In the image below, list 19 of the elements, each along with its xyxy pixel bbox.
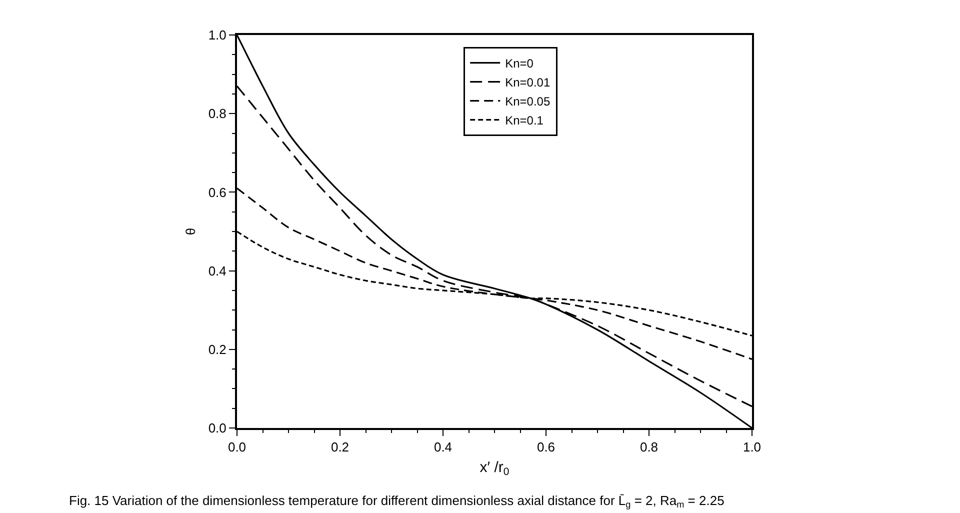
y-tick-label: 0.2 [208,342,226,357]
y-axis-title: θ [182,228,198,236]
x-tick-label: 0.4 [434,440,452,455]
legend-label: Kn=0.01 [505,75,550,90]
legend-label: Kn=0.05 [505,94,550,108]
x-tick-label: 0.0 [228,440,246,455]
y-tick-label: 0.6 [208,184,226,200]
y-tick-label: 0.4 [208,263,226,278]
caption: Fig. 15 Variation of the dimensionless temperature for different dimensionless axial distance for L̄$_{g}$ = 2, Ra$_{m}$ = 2.25 [69,493,724,510]
y-tick-label: 0.0 [208,420,226,436]
y-tick-label: 0.8 [208,106,226,122]
legend-label: Kn=0.1 [505,113,544,128]
x-tick-label: 0.8 [640,440,658,455]
y-tick-label: 1.0 [208,28,226,43]
x-tick-label: 1.0 [742,440,762,455]
legend-label: Kn=0 [505,56,534,70]
x-axis-title: x′ /r$_{0}$ [480,459,510,478]
x-tick-label: 0.2 [330,440,350,455]
x-tick-label: 0.6 [536,440,556,455]
